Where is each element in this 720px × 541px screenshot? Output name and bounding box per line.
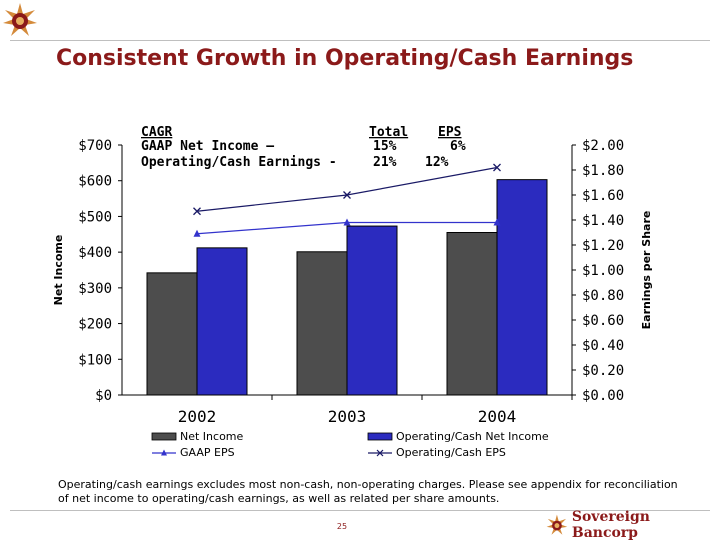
right-tick-label: $0.40 <box>582 338 624 354</box>
legend-marker-gaap-eps <box>161 449 167 456</box>
point-operating-cash-eps <box>493 163 501 172</box>
legend-label-operating-cash-eps: Operating/Cash EPS <box>396 446 506 459</box>
point-operating-cash-eps <box>343 191 351 199</box>
point-gaap-eps <box>493 218 501 226</box>
legend-label-net-income: Net Income <box>180 430 244 443</box>
legend-label-gaap-eps: GAAP EPS <box>180 446 235 459</box>
footer-divider <box>10 510 710 511</box>
right-tick-label: $1.00 <box>582 263 624 279</box>
right-tick-label: $1.80 <box>582 163 624 179</box>
cagr-col2-header: EPS <box>438 125 462 140</box>
brand-logo[interactable]: Sovereign Bancorp <box>546 509 720 541</box>
right-tick-label: $1.60 <box>582 188 624 204</box>
legend-marker-operating-cash-eps <box>376 449 384 457</box>
sovereign-crest-icon <box>3 3 37 36</box>
cagr-row2-label: Operating/Cash Earnings - <box>141 155 337 170</box>
point-gaap-eps <box>343 218 351 226</box>
cagr-header: CAGR <box>141 125 172 140</box>
left-tick-label: $200 <box>78 317 112 333</box>
left-tick-label: $700 <box>78 138 112 154</box>
legend-swatch-net-income <box>151 432 177 441</box>
left-tick-label: $600 <box>78 174 112 190</box>
line-operating-cash-eps <box>196 166 498 212</box>
cagr-row1-label: GAAP Net Income – <box>141 139 274 154</box>
left-tick-label: $300 <box>78 281 112 297</box>
left-tick-label: $400 <box>78 245 112 261</box>
right-tick-label: $0.60 <box>582 313 624 329</box>
cagr-row2-total: 21% <box>373 155 397 170</box>
bar-operating-cash-net-income <box>496 179 548 396</box>
footnote: Operating/cash earnings excludes most no… <box>58 478 678 505</box>
bar-operating-cash-net-income <box>196 247 248 396</box>
x-tick-label: 2004 <box>478 407 517 426</box>
left-tick-label: $500 <box>78 209 112 225</box>
cagr-box: CAGR Total EPS GAAP Net Income – 15% 6% … <box>141 125 466 170</box>
right-tick-label: $1.40 <box>582 213 624 229</box>
cagr-col1-header: Total <box>369 125 408 140</box>
y2-axis-title: Earnings per Share <box>640 211 653 330</box>
bar-operating-cash-net-income <box>346 225 398 396</box>
right-tick-label: $0.20 <box>582 363 624 379</box>
chart: CAGR Total EPS GAAP Net Income – 15% 6% … <box>52 125 653 459</box>
cagr-row1-eps: 6% <box>450 139 466 154</box>
x-tick-label: 2003 <box>328 407 367 426</box>
right-tick-label: $0.00 <box>582 388 624 404</box>
right-tick-label: $2.00 <box>582 138 624 154</box>
point-gaap-eps <box>193 229 201 237</box>
bar-net-income <box>296 251 348 396</box>
right-tick-label: $0.80 <box>582 288 624 304</box>
legend-swatch-operating-cash-net-income <box>367 432 393 441</box>
right-tick-label: $1.20 <box>582 238 624 254</box>
bar-net-income <box>146 272 198 396</box>
sovereign-crest-icon <box>546 514 568 535</box>
left-tick-label: $100 <box>78 352 112 368</box>
brand-name: Sovereign Bancorp <box>571 509 650 541</box>
x-tick-label: 2002 <box>178 407 217 426</box>
y-axis-title: Net Income <box>52 235 65 306</box>
slide-title: Consistent Growth in Operating/Cash Earn… <box>56 46 634 71</box>
cagr-row1-total: 15% <box>373 139 397 154</box>
left-tick-label: $0 <box>95 388 112 404</box>
legend-label-operating-cash-net-income: Operating/Cash Net Income <box>396 430 549 443</box>
bar-net-income <box>446 232 498 396</box>
header-divider <box>10 40 710 41</box>
point-operating-cash-eps <box>193 207 201 216</box>
page-number: 25 <box>336 522 348 531</box>
cagr-row2-eps: 12% <box>425 155 449 170</box>
